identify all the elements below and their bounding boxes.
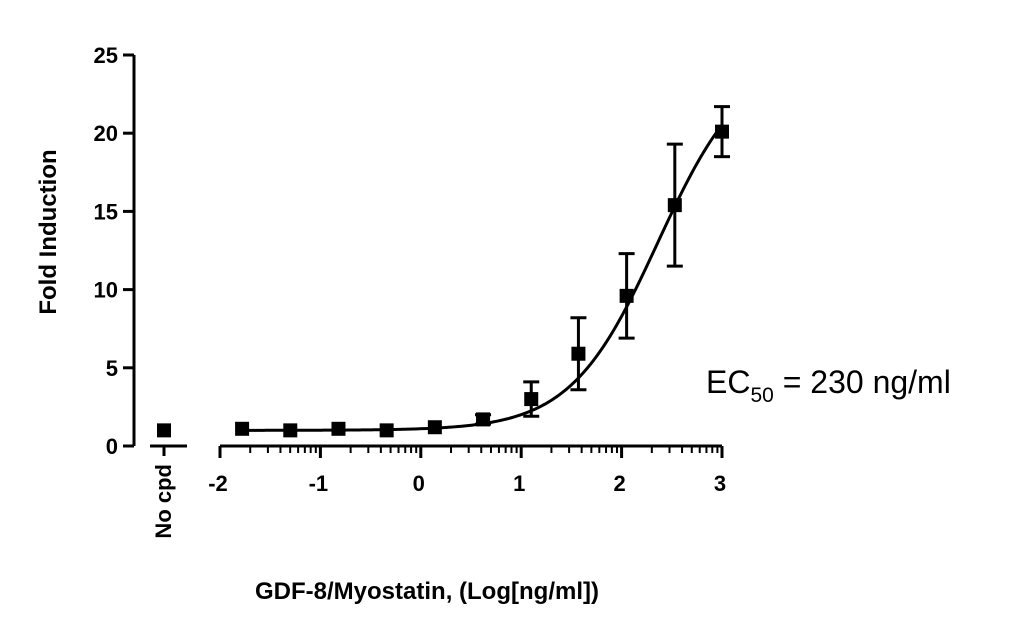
data-marker bbox=[427, 420, 442, 435]
y-tick-label: 0 bbox=[106, 434, 118, 459]
data-marker bbox=[619, 288, 634, 303]
data-marker bbox=[715, 124, 729, 139]
y-tick-label: 20 bbox=[94, 121, 118, 146]
data-marker bbox=[667, 198, 682, 213]
data-point bbox=[379, 423, 394, 438]
ec50-annotation: EC50 = 230 ng/ml bbox=[706, 364, 951, 407]
data-point bbox=[666, 142, 683, 268]
data-marker bbox=[331, 421, 346, 436]
y-tick-label: 10 bbox=[94, 278, 118, 303]
x-tick-label: 1 bbox=[513, 471, 525, 496]
x-tick-label: 0 bbox=[413, 471, 425, 496]
data-point bbox=[618, 252, 635, 340]
data-marker bbox=[476, 412, 491, 427]
x-tick-label: -2 bbox=[208, 471, 228, 496]
fit-curve bbox=[242, 124, 724, 432]
fit-curve-layer bbox=[242, 124, 724, 432]
x-tick-label: 2 bbox=[613, 471, 625, 496]
data-point bbox=[235, 421, 250, 436]
y-tick-label: 5 bbox=[106, 356, 118, 381]
data-point bbox=[714, 105, 730, 159]
control-label: No cpd bbox=[151, 464, 176, 539]
x-axis-title: GDF-8/Myostatin, (Log[ng/ml]) bbox=[255, 578, 599, 605]
data-point bbox=[523, 380, 540, 418]
data-point bbox=[331, 421, 346, 436]
data-point bbox=[475, 412, 492, 427]
data-marker bbox=[283, 423, 298, 438]
y-tick-label: 15 bbox=[94, 199, 118, 224]
data-point bbox=[570, 316, 587, 392]
data-point bbox=[283, 423, 298, 438]
data-marker bbox=[571, 346, 586, 361]
control-point bbox=[157, 423, 171, 438]
data-point bbox=[427, 420, 442, 435]
data-marker bbox=[379, 423, 394, 438]
y-axis-title: Fold Induction bbox=[35, 149, 62, 314]
x-tick-label: 3 bbox=[714, 471, 726, 496]
data-marker bbox=[235, 421, 250, 436]
ec50-annotation-subscript: 50 bbox=[750, 384, 773, 407]
y-axis: 0 5 10 15 20 25 bbox=[94, 43, 136, 459]
data-marker bbox=[524, 392, 539, 407]
data-points-layer bbox=[157, 105, 730, 438]
ec50-annotation-rest: = 230 ng/ml bbox=[774, 364, 951, 400]
x-tick-label: -1 bbox=[309, 471, 329, 496]
y-tick-label: 25 bbox=[94, 43, 118, 68]
data-marker bbox=[157, 423, 171, 438]
x-axis-main-segment: -2 -1 0 1 2 3 bbox=[208, 444, 726, 496]
x-axis-control-segment bbox=[150, 444, 187, 456]
ec50-annotation-main: EC bbox=[706, 364, 750, 400]
